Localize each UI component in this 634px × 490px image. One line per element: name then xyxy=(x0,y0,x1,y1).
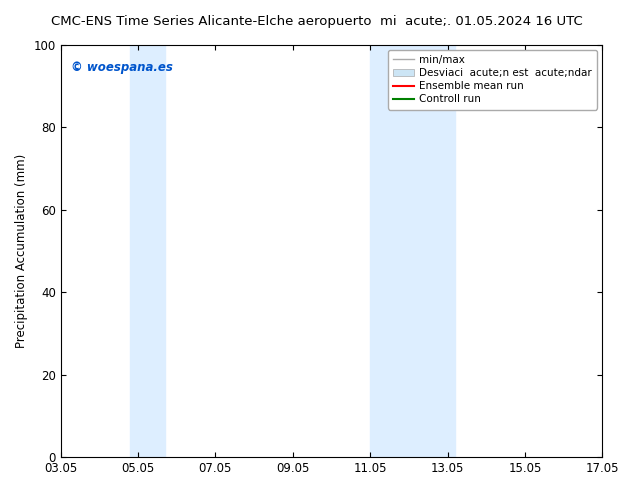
Text: CMC-ENS Time Series Alicante-Elche aeropuerto: CMC-ENS Time Series Alicante-Elche aerop… xyxy=(51,15,372,28)
Bar xyxy=(370,45,455,457)
Legend: min/max, Desviaci  acute;n est  acute;ndar, Ensemble mean run, Controll run: min/max, Desviaci acute;n est acute;ndar… xyxy=(388,49,597,109)
Text: © woespana.es: © woespana.es xyxy=(72,61,173,74)
Text: mi  acute;. 01.05.2024 16 UTC: mi acute;. 01.05.2024 16 UTC xyxy=(380,15,583,28)
Bar xyxy=(131,45,165,457)
Y-axis label: Precipitation Accumulation (mm): Precipitation Accumulation (mm) xyxy=(15,154,28,348)
